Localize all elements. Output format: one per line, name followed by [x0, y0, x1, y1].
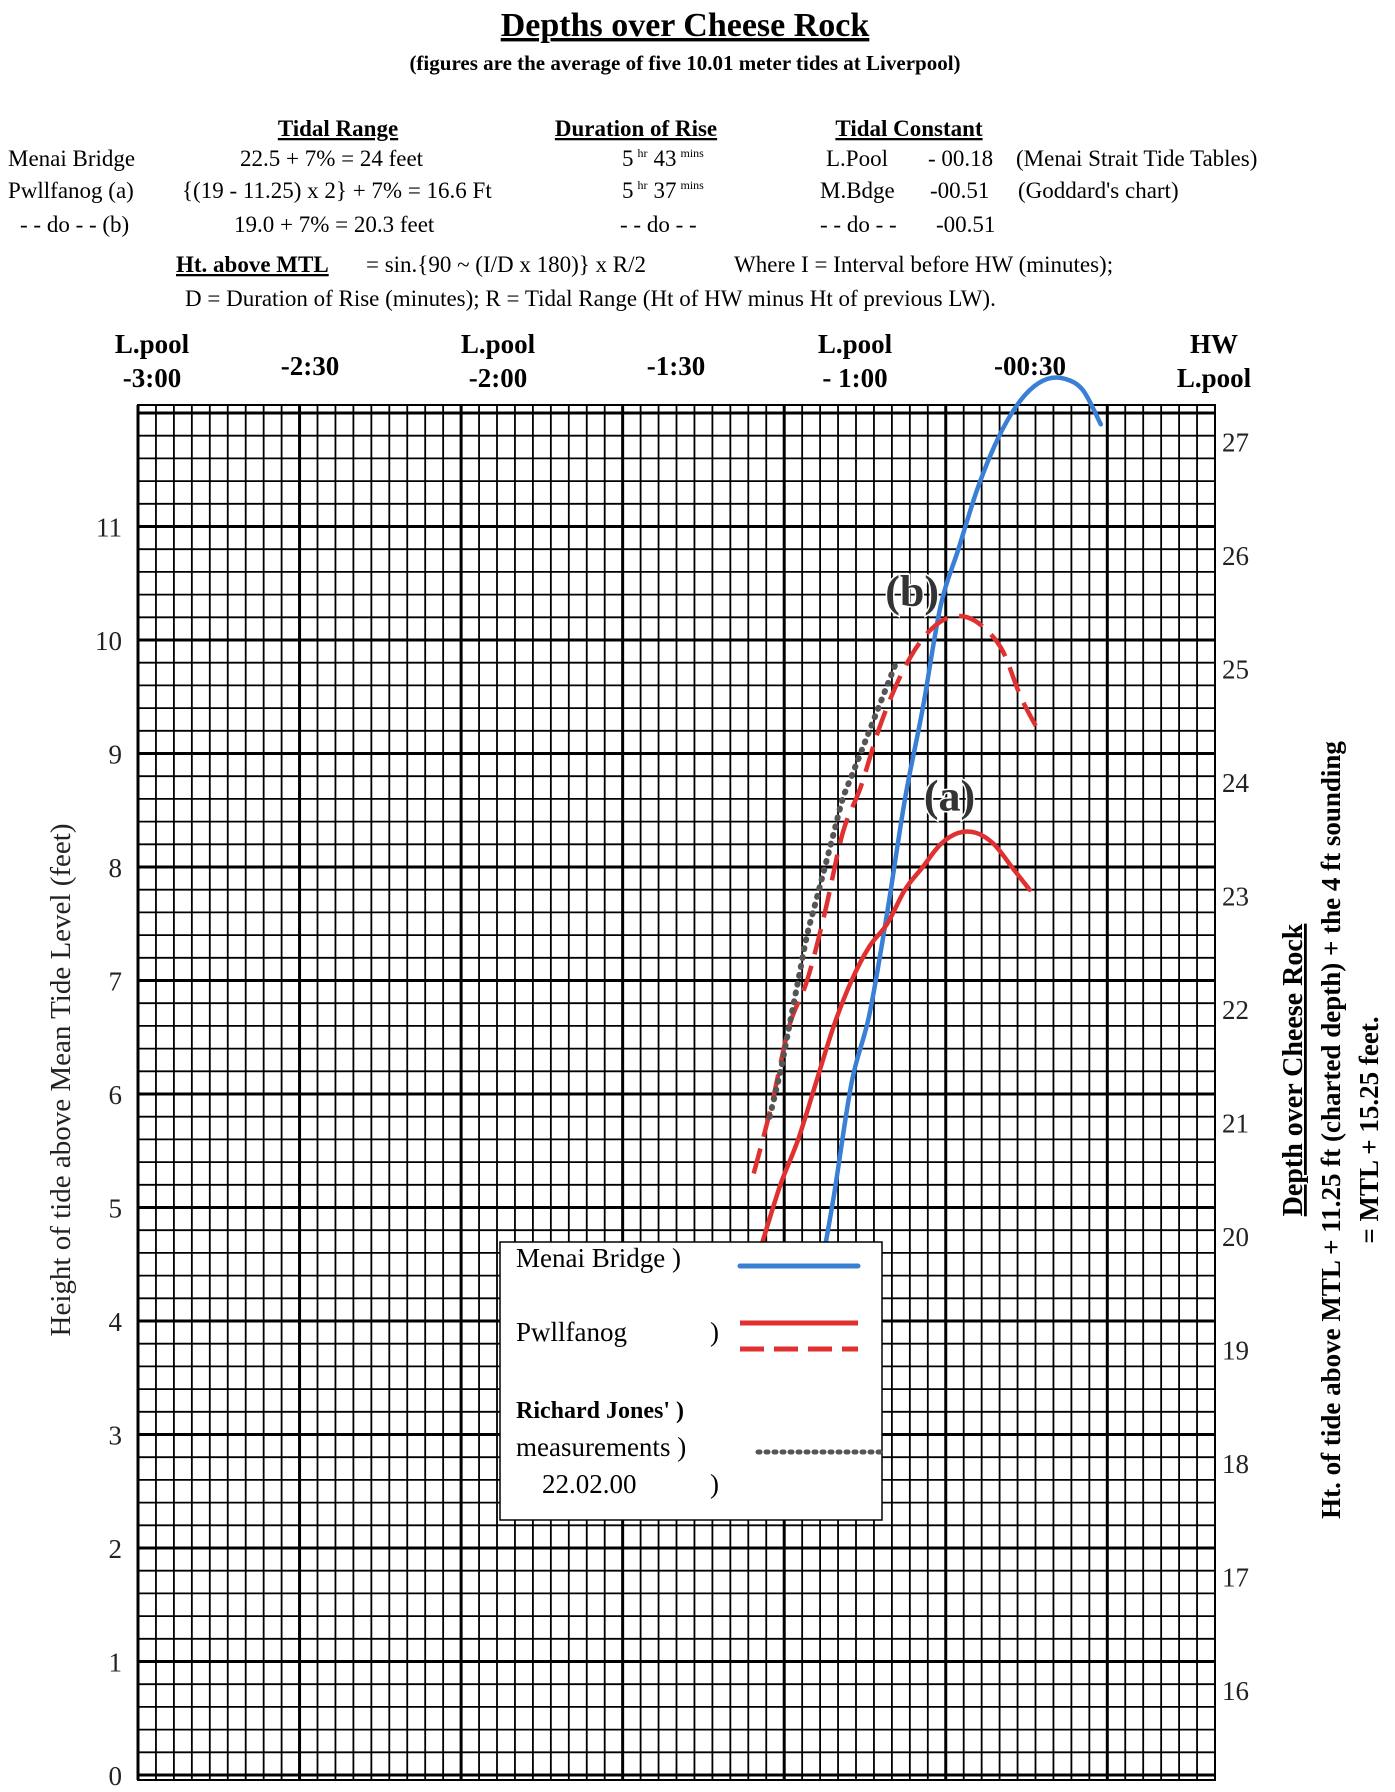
- series-line-richard-jones-measurements-22-02-00: [766, 659, 900, 1120]
- legend-jones-line1: Richard Jones' ): [516, 1398, 684, 1424]
- series-line-menai-bridge: [799, 375, 1104, 1392]
- col-header-duration: Duration of Rise: [555, 116, 717, 141]
- y-tick-label: 8: [109, 853, 123, 883]
- top-axis: L.pool -3:00 -2:30 L.pool -2:00 -1:30 L.pool - …: [115, 329, 1252, 393]
- y2-tick-label: 16: [1222, 1676, 1249, 1706]
- y-tick-label: 5: [109, 1194, 123, 1224]
- chart-title: Depths over Cheese Rock: [501, 7, 870, 44]
- row-duration: 5 hr 43 mins: [622, 146, 704, 171]
- row-range: {(19 - 11.25) x 2} + 7% = 16.6 Ft: [182, 178, 492, 203]
- legend-pwll-paren: ): [710, 1317, 719, 1347]
- right-axis-line2: Ht. of tide above MTL + 11.25 ft (charte…: [1316, 741, 1346, 1519]
- y-tick-label: 6: [109, 1080, 123, 1110]
- row-place: - - do - - (b): [20, 212, 129, 237]
- top-axis-label-line1: L.pool: [461, 329, 536, 359]
- legend-jones-line3: 22.02.00: [542, 1469, 637, 1499]
- y-tick-label: 3: [109, 1421, 123, 1451]
- col-header-constant: Tidal Constant: [835, 116, 983, 141]
- chart-subtitle: (figures are the average of five 10.01 m…: [409, 51, 960, 75]
- row-range: 19.0 + 7% = 20.3 feet: [234, 212, 435, 237]
- left-axis: 0 1 2 3 4 5 6 7 8 9 10 11: [95, 513, 123, 1792]
- row-const-value: -00.51: [936, 212, 995, 237]
- y-tick-label: 10: [95, 626, 122, 656]
- legend-menai-label: Menai Bridge ): [516, 1243, 681, 1273]
- curve-label: (a): [924, 771, 975, 820]
- formula-where: Where I = Interval before HW (minutes);: [734, 252, 1113, 277]
- top-axis-label: -2:30: [281, 351, 339, 381]
- series-line-pwllfanog-a: [760, 829, 1032, 1244]
- top-axis-label-line2: -3:00: [123, 363, 181, 393]
- y-tick-label: 1: [109, 1648, 123, 1678]
- y2-tick-label: 23: [1222, 881, 1249, 911]
- row-const-place: M.Bdge: [820, 178, 895, 203]
- row-const-place: - - do - -: [820, 212, 897, 237]
- y-tick-label: 2: [109, 1534, 123, 1564]
- legend: Menai Bridge ) Pwllfanog ) Richard Jones…: [499, 1241, 883, 1521]
- y-tick-label: 9: [109, 740, 123, 770]
- grid: [136, 404, 1216, 1781]
- y2-tick-label: 20: [1222, 1222, 1249, 1252]
- series-line-pwllfanog-b: [751, 613, 1041, 1175]
- row-duration: - - do - -: [620, 212, 697, 237]
- top-axis-label-line1: HW: [1190, 329, 1238, 359]
- right-axis: 16 17 18 19 20 21 22 23 24 25 26 27: [1222, 427, 1250, 1706]
- y-tick-label: 11: [96, 513, 122, 543]
- legend-jones-paren: ): [710, 1469, 719, 1499]
- top-axis-label-line2: -2:00: [469, 363, 527, 393]
- top-axis-label-line2: L.pool: [1177, 363, 1252, 393]
- col-header-tidal-range: Tidal Range: [278, 116, 398, 141]
- legend-pwll-label: Pwllfanog: [516, 1317, 627, 1347]
- row-place: Pwllfanog (a): [8, 178, 134, 203]
- top-axis-label-line1: L.pool: [818, 329, 893, 359]
- row-const-place: L.Pool: [826, 146, 888, 171]
- top-axis-label: -1:30: [647, 351, 705, 381]
- formula-lhs: Ht. above MTL: [176, 252, 329, 277]
- series-layer: [751, 375, 1104, 1392]
- formula-rhs: = sin.{90 ~ (I/D x 180)} x R/2: [366, 252, 646, 277]
- row-duration: 5 hr 37 mins: [622, 178, 704, 203]
- top-axis-label-line1: L.pool: [115, 329, 190, 359]
- legend-jones-line2: measurements ): [516, 1432, 686, 1462]
- right-axis-line3: = MTL + 15.25 feet.: [1354, 1016, 1384, 1243]
- y2-tick-label: 17: [1222, 1562, 1249, 1592]
- y-axis-title: Height of tide above Mean Tide Level (fe…: [45, 824, 77, 1337]
- y2-tick-label: 25: [1222, 654, 1249, 684]
- y2-tick-label: 27: [1222, 427, 1249, 457]
- formula-line2: D = Duration of Rise (minutes); R = Tida…: [185, 286, 996, 311]
- y2-tick-label: 26: [1222, 541, 1249, 571]
- y2-tick-label: 21: [1222, 1108, 1249, 1138]
- y2-tick-label: 22: [1222, 995, 1249, 1025]
- y2-tick-label: 19: [1222, 1335, 1249, 1365]
- y-tick-label: 4: [109, 1307, 123, 1337]
- y2-tick-label: 24: [1222, 768, 1250, 798]
- row-const-value: -00.51: [930, 178, 989, 203]
- legend-box: [499, 1241, 883, 1521]
- curve-labels: (b) (a): [884, 565, 977, 821]
- row-const-note: (Goddard's chart): [1018, 178, 1179, 203]
- y-tick-label: 7: [109, 967, 123, 997]
- row-range: 22.5 + 7% = 24 feet: [240, 146, 424, 171]
- y-tick-label: 0: [109, 1761, 123, 1791]
- y2-tick-label: 18: [1222, 1449, 1249, 1479]
- right-axis-title: Depth over Cheese Rock: [1278, 923, 1309, 1216]
- row-place: Menai Bridge: [8, 146, 135, 171]
- row-const-note: (Menai Strait Tide Tables): [1016, 146, 1257, 171]
- row-const-value: - 00.18: [928, 146, 993, 171]
- curve-label: (b): [885, 567, 939, 616]
- top-axis-label-line2: - 1:00: [822, 363, 887, 393]
